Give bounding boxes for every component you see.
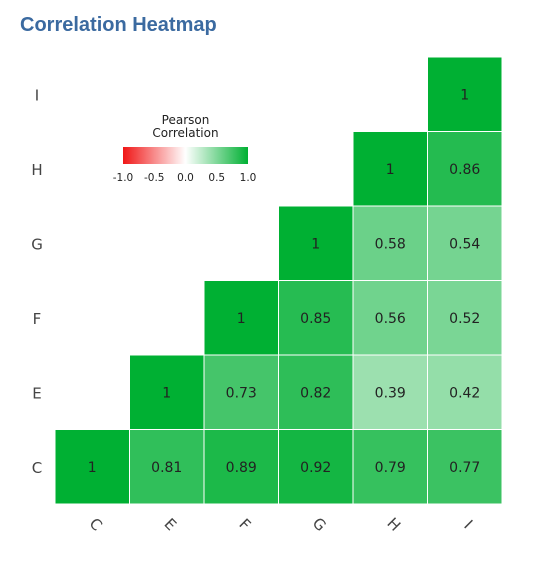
heatmap-cell-F-I — [427, 280, 503, 356]
colorbar-title-line: Correlation — [152, 126, 218, 140]
cell-value-label: 1 — [88, 460, 97, 476]
heatmap-cell-I-I — [427, 56, 503, 132]
cell-value-label: 1 — [386, 162, 395, 178]
heatmap-cell-E-E — [129, 354, 205, 430]
heatmap-cell-E-F — [203, 354, 279, 430]
x-tick-label-I: I — [460, 517, 476, 533]
x-tick-label-F: F — [235, 515, 254, 534]
colorbar-tick-label: 1.0 — [240, 172, 257, 184]
cell-value-label: 0.82 — [300, 385, 331, 401]
y-tick-label-H: H — [31, 161, 42, 179]
colorbar-tick-label: 0.0 — [177, 172, 194, 184]
cell-value-label: 1 — [237, 311, 246, 327]
cell-value-label: 0.52 — [449, 311, 480, 327]
cell-value-label: 0.77 — [449, 460, 480, 476]
y-tick-label-F: F — [33, 310, 42, 328]
cell-value-label: 0.58 — [375, 236, 406, 252]
cell-value-label: 1 — [311, 236, 320, 252]
y-tick-label-I: I — [35, 86, 39, 104]
cell-value-label: 0.73 — [226, 385, 257, 401]
chart-title: Correlation Heatmap — [20, 14, 217, 36]
cell-value-label: 0.79 — [375, 460, 406, 476]
colorbar-tick-label: -1.0 — [113, 172, 134, 184]
colorbar-title-line: Pearson — [162, 113, 210, 127]
cell-value-label: 1 — [162, 385, 171, 401]
cell-value-label: 0.86 — [449, 162, 480, 178]
x-tick-label-E: E — [161, 515, 180, 534]
cell-value-label: 0.81 — [151, 460, 182, 476]
heatmap-cell-E-H — [352, 354, 428, 430]
colorbar-tick-label: 0.5 — [208, 172, 225, 184]
heatmap-cell-C-I — [427, 429, 503, 505]
heatmap-cell-F-F — [203, 280, 279, 356]
heatmap-cells: 1 0.81 0.89 0.92 0.79 0.77 1 0.73 0.82 0.39 0.42 1 0… — [54, 56, 503, 505]
x-tick-label-G: G — [309, 514, 330, 535]
heatmap-cell-F-H — [352, 280, 428, 356]
heatmap-cell-E-G — [278, 354, 354, 430]
y-tick-label-G: G — [31, 235, 43, 253]
cell-value-label: 0.39 — [375, 385, 406, 401]
colorbar-tick-label: -0.5 — [144, 172, 165, 184]
cell-value-label: 0.89 — [226, 460, 257, 476]
y-axis-labels: C E F G H I — [31, 86, 43, 477]
cell-value-label: 0.54 — [449, 236, 480, 252]
y-tick-label-E: E — [32, 384, 41, 402]
cell-value-label: 0.56 — [375, 311, 406, 327]
heatmap-cell-C-E — [129, 429, 205, 505]
cell-value-label: 0.85 — [300, 311, 331, 327]
y-tick-label-C: C — [32, 459, 42, 477]
heatmap-cell-G-I — [427, 205, 503, 281]
cell-value-label: 1 — [460, 87, 469, 103]
cell-value-label: 0.42 — [449, 385, 480, 401]
cell-value-label: 0.92 — [300, 460, 331, 476]
heatmap-cell-H-H — [352, 131, 428, 207]
heatmap-cell-H-I — [427, 131, 503, 207]
colorbar-gradient — [123, 147, 248, 164]
heatmap-cell-E-I — [427, 354, 503, 430]
heatmap-cell-F-G — [278, 280, 354, 356]
x-tick-label-H: H — [383, 514, 404, 535]
x-tick-label-C: C — [86, 514, 106, 534]
